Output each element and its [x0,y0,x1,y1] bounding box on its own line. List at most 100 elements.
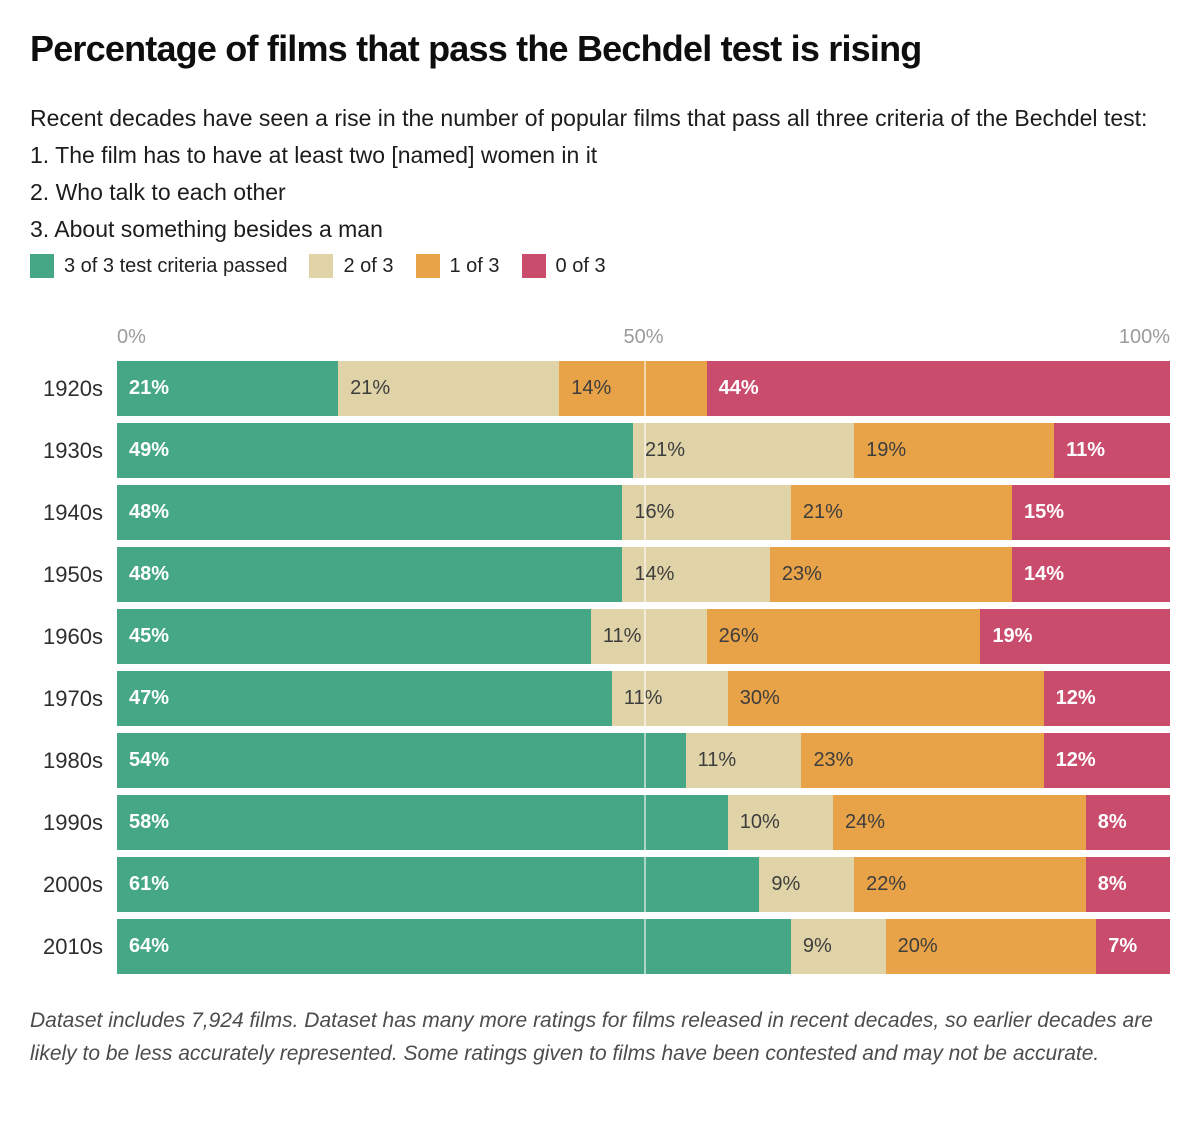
segment-value-label: 11% [623,687,663,709]
chart-body: 1920s 21% 21% 14% 44% 1930s 49% 21% 19% 11% 1940s 4… [30,361,1170,974]
bar-segment: 12% [1043,733,1170,788]
segment-value-label: 14% [1024,563,1065,585]
x-axis: 0% 50% 100% [30,326,1170,352]
legend-label: 3 of 3 test criteria passed [64,254,288,277]
bar-segment: 7% [1096,919,1170,974]
chart-description: Recent decades have seen a rise in the n… [30,100,1170,248]
chart-row: 1940s 48% 16% 21% 15% [30,485,1170,540]
bar-segment: 10% [727,795,834,850]
bar-segment: 9% [759,857,855,912]
bar-segment: 11% [611,671,728,726]
stacked-bar: 61% 9% 22% 8% [117,857,1170,912]
segment-value-label: 21% [644,439,685,461]
segment-value-label: 9% [771,873,801,895]
bar-segment: 12% [1043,671,1170,726]
segment-value-label: 48% [129,501,170,523]
stacked-bar: 48% 14% 23% 14% [117,547,1170,602]
bar-segment: 14% [622,547,770,602]
chart-row: 1980s 54% 11% 23% 12% [30,733,1170,788]
row-label: 1930s [43,438,103,463]
segment-value-label: 45% [129,625,170,647]
segment-value-label: 19% [992,625,1033,647]
bar-segment: 14% [559,361,707,416]
segment-value-label: 19% [866,439,907,461]
segment-value-label: 26% [718,625,759,647]
bar-segment: 26% [706,609,981,664]
bar-segment: 64% [117,919,791,974]
stacked-bar: 58% 10% 24% 8% [117,795,1170,850]
legend-label: 2 of 3 [343,254,394,277]
bar-segment: 23% [801,733,1044,788]
bar-segment: 54% [117,733,686,788]
chart-row: 2000s 61% 9% 22% 8% [30,857,1170,912]
bar-segment: 11% [590,609,707,664]
legend-swatch [309,254,334,278]
stacked-bar: 64% 9% 20% 7% [117,919,1170,974]
row-label: 1960s [43,624,103,649]
axis-spacer [30,326,117,352]
legend-item: 0 of 3 [521,254,606,278]
chart-row: 1990s 58% 10% 24% 8% [30,795,1170,850]
bar-segment: 19% [980,609,1170,664]
stacked-bar: 21% 21% 14% 44% [117,361,1170,416]
criterion-line-1: 1. The film has to have at least two [na… [30,142,598,168]
segment-value-label: 44% [718,377,759,399]
chart-row: 1960s 45% 11% 26% 19% [30,609,1170,664]
bar-segment: 58% [117,795,728,850]
stacked-bar: 49% 21% 19% 11% [117,423,1170,478]
bar-segment: 21% [117,361,339,416]
segment-value-label: 49% [129,439,170,461]
segment-value-label: 30% [739,687,780,709]
row-label: 1950s [43,562,103,587]
bar-segment: 47% [117,671,612,726]
bar-segment: 22% [854,857,1086,912]
bar-segment: 11% [1054,423,1170,478]
legend-swatch [30,254,54,278]
legend: 3 of 3 test criteria passed 2 of 3 1 of 3 0… [30,254,1170,278]
bar-segment: 21% [632,423,855,478]
bar-segment: 19% [854,423,1055,478]
row-label: 2010s [43,934,103,959]
segment-value-label: 23% [813,749,854,771]
bar-segment: 21% [338,361,560,416]
segment-value-label: 11% [602,625,642,647]
legend-swatch [521,254,546,278]
bar-segment: 30% [727,671,1044,726]
chart-row: 1950s 48% 14% 23% 14% [30,547,1170,602]
stacked-bar: 54% 11% 23% 12% [117,733,1170,788]
segment-value-label: 23% [781,563,822,585]
bar-segment: 8% [1085,857,1170,912]
stacked-bar-chart: 0% 50% 100% 1920s 21% 21% 14% 44% 1930s 49% 21%… [30,326,1170,974]
segment-value-label: 47% [129,687,170,709]
bar-segment: 48% [117,485,623,540]
row-label: 1980s [43,748,103,773]
row-label: 1940s [43,500,103,525]
bar-segment: 9% [790,919,886,974]
segment-value-label: 20% [897,935,938,957]
page-title: Percentage of films that pass the Bechde… [30,28,922,69]
segment-value-label: 16% [634,501,675,523]
axis-tick-0: 0% [117,326,146,348]
legend-label: 1 of 3 [449,254,500,277]
row-label: 1970s [43,686,103,711]
chart-row: 1970s 47% 11% 30% 12% [30,671,1170,726]
segment-value-label: 58% [129,811,170,833]
segment-value-label: 12% [1055,687,1096,709]
axis-tick-track: 0% 50% 100% [117,326,1170,352]
bar-segment: 61% [117,857,760,912]
row-label: 1920s [43,376,103,401]
bar-segment: 21% [790,485,1013,540]
bechdel-chart-page: Percentage of films that pass the Bechde… [30,28,1170,1065]
stacked-bar: 45% 11% 26% 19% [117,609,1170,664]
bar-segment: 8% [1085,795,1170,850]
segment-value-label: 8% [1097,873,1127,895]
legend-item: 3 of 3 test criteria passed [30,254,287,278]
legend-item: 1 of 3 [415,254,500,278]
segment-value-label: 21% [129,377,170,399]
chart-row: 1920s 21% 21% 14% 44% [30,361,1170,416]
bar-segment: 44% [706,361,1170,416]
segment-value-label: 9% [802,935,832,957]
segment-value-label: 14% [634,563,675,585]
chart-row: 1930s 49% 21% 19% 11% [30,423,1170,478]
row-label: 1990s [43,810,103,835]
